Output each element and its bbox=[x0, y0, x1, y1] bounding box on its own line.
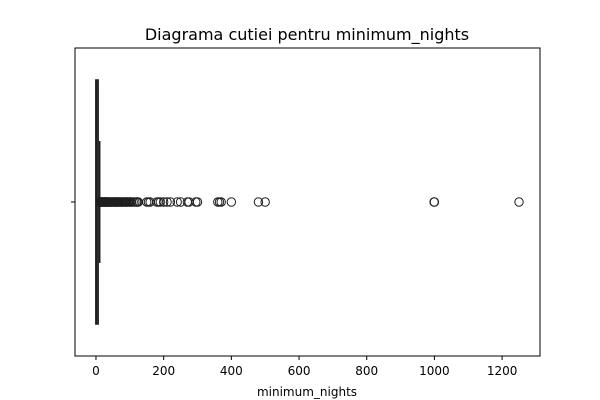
plot-frame bbox=[74, 47, 541, 357]
x-axis-label: minimum_nights bbox=[257, 385, 357, 399]
x-tick-label: 0 bbox=[92, 364, 100, 378]
x-axis-ticks: 0 200 400 600 800 1000 1200 bbox=[92, 356, 517, 378]
outlier-point bbox=[192, 197, 203, 207]
x-tick-label: 1200 bbox=[487, 364, 518, 378]
outlier-point bbox=[162, 197, 172, 207]
x-tick-label: 800 bbox=[355, 364, 378, 378]
outlier-point bbox=[429, 197, 440, 207]
outlier-point bbox=[514, 197, 524, 207]
outlier-point bbox=[253, 197, 264, 207]
outlier-point bbox=[158, 197, 169, 207]
outlier-point bbox=[155, 197, 165, 207]
chart-title: Diagrama cutiei pentru minimum_nights bbox=[145, 25, 469, 45]
outlier-point bbox=[226, 197, 237, 207]
x-tick-label: 1000 bbox=[419, 364, 450, 378]
outlier-point bbox=[260, 197, 270, 207]
x-tick-label: 600 bbox=[288, 364, 311, 378]
x-tick-label: 200 bbox=[152, 364, 175, 378]
x-tick-label: 400 bbox=[220, 364, 243, 378]
outlier-point bbox=[165, 197, 176, 207]
outlier-point bbox=[216, 197, 226, 207]
outlier-point bbox=[172, 197, 182, 207]
outlier-points bbox=[95, 197, 524, 207]
